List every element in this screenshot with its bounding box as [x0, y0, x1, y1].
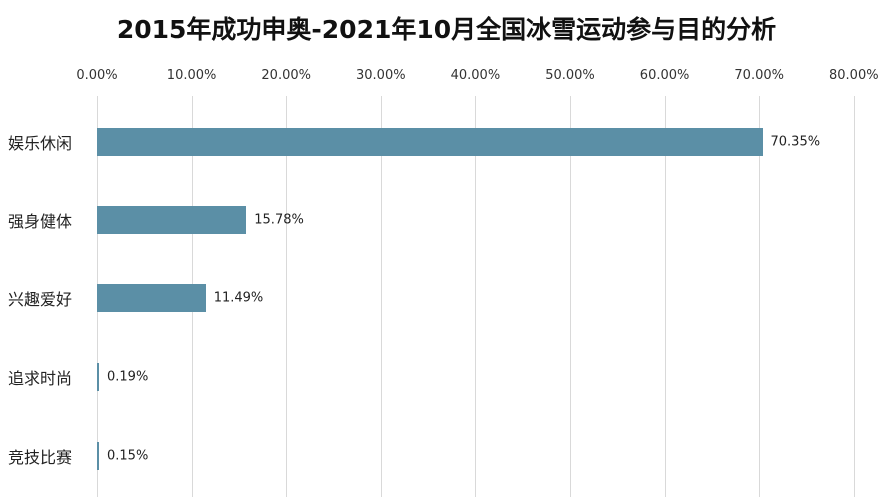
x-tick-label: 60.00% — [639, 68, 690, 83]
gridline — [665, 96, 666, 497]
gridline — [286, 96, 287, 497]
bar — [97, 206, 247, 234]
bar — [97, 442, 99, 470]
gridline — [854, 96, 855, 497]
value-label: 0.15% — [107, 448, 149, 464]
value-label: 0.19% — [107, 369, 149, 385]
value-label: 11.49% — [213, 290, 264, 306]
x-tick-label: 40.00% — [450, 68, 501, 83]
category-label: 追求时尚 — [8, 369, 73, 388]
x-tick-label: 10.00% — [166, 68, 217, 83]
category-label: 兴趣爱好 — [8, 290, 73, 309]
gridline — [759, 96, 760, 497]
x-tick-label: 20.00% — [261, 68, 311, 83]
x-tick-label: 50.00% — [545, 68, 595, 83]
gridline — [475, 96, 476, 497]
gridline — [381, 96, 382, 497]
value-label: 70.35% — [770, 134, 821, 150]
gridline — [570, 96, 571, 497]
chart-title: 2015年成功申奥-2021年10月全国冰雪运动参与目的分析 — [116, 15, 777, 44]
x-tick-label: 30.00% — [356, 68, 406, 83]
bar — [97, 284, 206, 312]
bar — [97, 363, 99, 391]
category-label: 娱乐休闲 — [8, 134, 73, 153]
value-label: 15.78% — [254, 212, 304, 228]
x-tick-label: 70.00% — [734, 68, 784, 83]
category-label: 强身健体 — [8, 212, 73, 231]
category-label: 竞技比赛 — [8, 448, 73, 467]
x-tick-label: 0.00% — [76, 68, 118, 83]
bar — [97, 128, 763, 156]
x-tick-label: 80.00% — [829, 68, 879, 83]
